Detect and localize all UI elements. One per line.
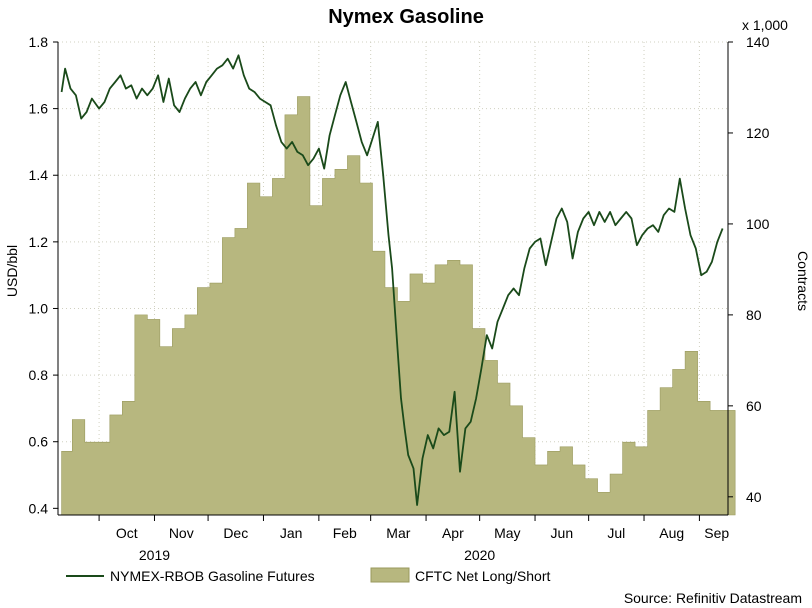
- tick-layer: 1.8 1.6 1.4 1.2 1.0 0.8 0.6 0.4 140 120 100 80 60 40 O…: [29, 34, 770, 563]
- x-tick-label: Jun: [551, 525, 574, 541]
- chart-title: Nymex Gasoline: [328, 6, 484, 28]
- y2-tick-label: 80: [746, 307, 762, 323]
- y2-tick-label: 40: [746, 489, 762, 505]
- area-layer: [61, 96, 736, 516]
- y2-tick-label: 140: [746, 34, 770, 50]
- y-tick-label: 0.8: [29, 367, 49, 383]
- y-tick-label: 1.2: [29, 234, 49, 250]
- cftc-area: [61, 96, 736, 516]
- legend: NYMEX-RBOB Gasoline Futures CFTC Net Lon…: [66, 567, 550, 584]
- x-tick-label: Jan: [280, 525, 303, 541]
- y-tick-label: 0.4: [29, 500, 49, 516]
- y-axis-label: USD/bbl: [4, 245, 20, 297]
- x-tick-label: Aug: [659, 525, 684, 541]
- y2-axis-multiplier: x 1,000: [742, 17, 788, 33]
- x-tick-label: Nov: [169, 525, 194, 541]
- source-note: Source: Refinitiv Datastream: [624, 590, 802, 606]
- y2-tick-label: 100: [746, 216, 770, 232]
- x-tick-label: Dec: [223, 525, 248, 541]
- x-year-label: 2020: [464, 547, 495, 563]
- y-tick-label: 0.6: [29, 434, 49, 450]
- axis-layer: [53, 41, 733, 521]
- x-tick-label: May: [494, 525, 520, 541]
- x-tick-label: Sep: [704, 525, 729, 541]
- y-tick-label: 1.4: [29, 167, 49, 183]
- y-tick-label: 1.6: [29, 101, 49, 117]
- x-tick-label: Apr: [442, 525, 464, 541]
- y2-axis-label: Contracts: [795, 251, 811, 311]
- gasoline-futures-line: [60, 54, 724, 506]
- line-layer: [60, 54, 724, 506]
- y-tick-label: 1.0: [29, 300, 49, 316]
- x-tick-label: Jul: [607, 525, 625, 541]
- x-tick-label: Feb: [333, 525, 357, 541]
- x-tick-label: Oct: [116, 525, 138, 541]
- y-tick-label: 1.8: [29, 34, 49, 50]
- x-year-label: 2019: [139, 547, 170, 563]
- legend-label-futures: NYMEX-RBOB Gasoline Futures: [110, 568, 315, 584]
- legend-label-cftc: CFTC Net Long/Short: [415, 568, 550, 584]
- x-tick-label: Mar: [386, 525, 410, 541]
- y2-tick-label: 120: [746, 125, 770, 141]
- legend-swatch-area: [370, 567, 410, 583]
- y2-tick-label: 60: [746, 398, 762, 414]
